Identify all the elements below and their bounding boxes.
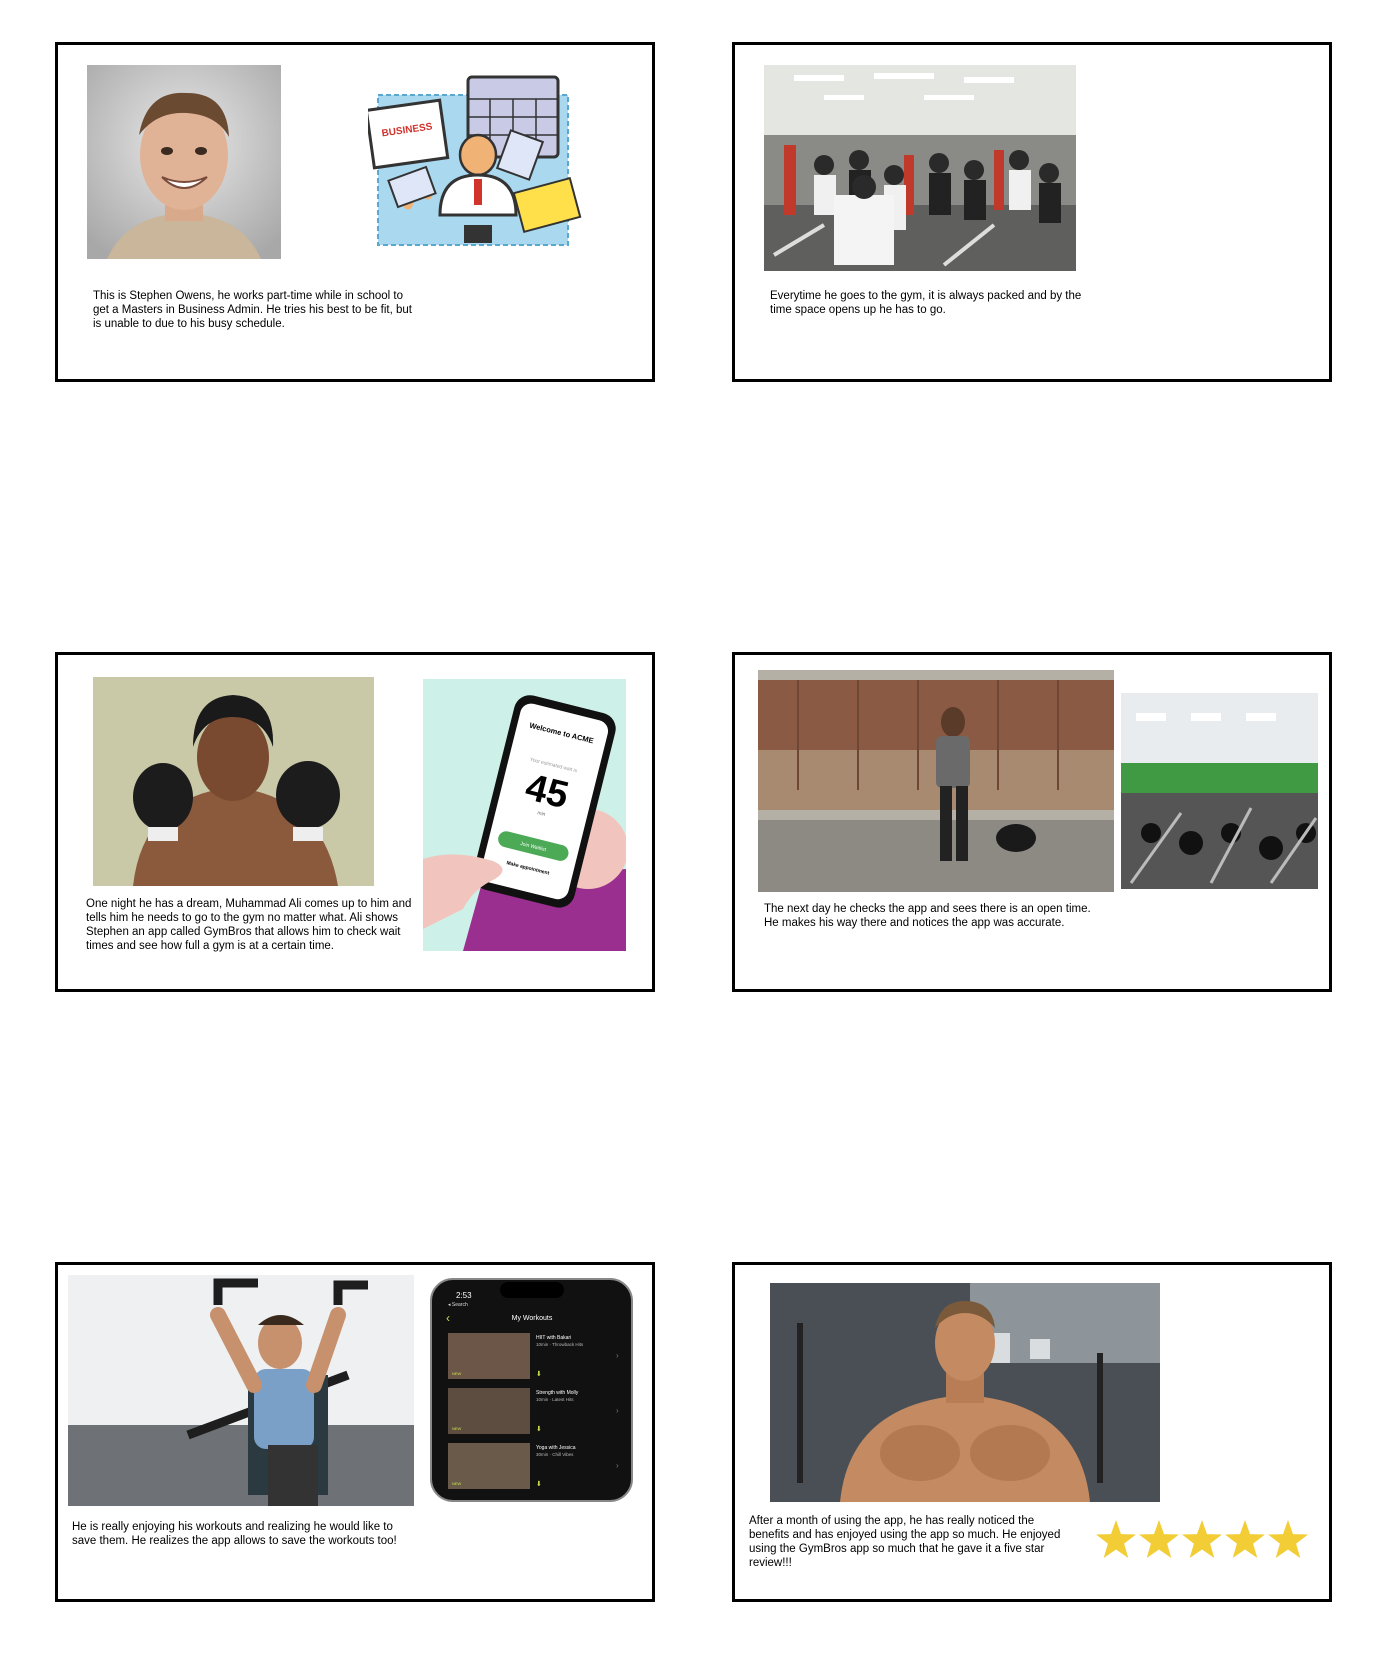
acme-wait-value: 45	[521, 766, 572, 817]
star-icon	[1096, 1520, 1136, 1558]
workout-item[interactable]: NEW Strength with Molly 10min · Latest H…	[448, 1388, 619, 1434]
workout-item-badge: NEW	[452, 1481, 462, 1486]
join-waitlist-button[interactable]	[496, 830, 570, 863]
workout-item[interactable]: NEW Yoga with Jessica 30min · Chill Vibe…	[448, 1443, 619, 1489]
chevron-right-icon: ›	[616, 1406, 619, 1415]
back-chevron-icon[interactable]: ‹	[446, 1311, 450, 1325]
star-rating-graphic	[1096, 1520, 1308, 1558]
panel-6-caption: After a month of using the app, he has r…	[749, 1515, 1061, 1569]
workout-item-subtitle: 30min · Chill Vibes	[536, 1452, 574, 1457]
acme-wait-unit: min	[537, 810, 546, 818]
download-icon[interactable]: ⬇	[536, 1425, 542, 1433]
busy-office-illustration: BUSINESS	[368, 75, 590, 251]
crowded-gym-photo	[764, 65, 1076, 271]
star-icon	[1182, 1520, 1222, 1558]
panel-2-caption: Everytime he goes to the gym, it is alwa…	[770, 290, 1082, 316]
workout-item-subtitle: 10min · Latest Hits	[536, 1397, 574, 1402]
download-icon[interactable]: ⬇	[536, 1370, 542, 1378]
chevron-right-icon: ›	[616, 1351, 619, 1360]
panel-1-caption: This is Stephen Owens, he works part-tim…	[93, 290, 412, 330]
acme-app-illustration: Welcome to ACME Your estimated wait is 4…	[423, 679, 626, 951]
story-panel-6: After a month of using the app, he has r…	[732, 1262, 1332, 1602]
workout-item-title: Yoga with Jessica	[536, 1445, 576, 1451]
muhammad-ali-photo	[93, 677, 374, 886]
story-panel-2: Everytime he goes to the gym, it is alwa…	[732, 42, 1332, 382]
back-to-search-link[interactable]: ◂ Search	[448, 1302, 468, 1308]
panel-3-caption: One night he has a dream, Muhammad Ali c…	[86, 898, 412, 952]
workout-item-title: HIIT with Bakari	[536, 1335, 571, 1341]
workouts-app-screenshot: 2:53 ◂ Search ‹ My Workouts NEW HIIT wit…	[430, 1278, 633, 1502]
download-icon[interactable]: ⬇	[536, 1480, 542, 1488]
empty-gym-photo	[1121, 693, 1318, 889]
star-icon	[1225, 1520, 1265, 1558]
story-panel-4: The next day he checks the app and sees …	[732, 652, 1332, 992]
story-panel-1: BUSINESS This is Stephen Owens, he works…	[55, 42, 655, 382]
five-star-rating	[1095, 1515, 1315, 1565]
muscular-man-photo	[770, 1283, 1160, 1502]
man-walking-photo	[758, 670, 1114, 892]
panel-5-caption: He is really enjoying his workouts and r…	[72, 1521, 397, 1547]
story-panel-5: 2:53 ◂ Search ‹ My Workouts NEW HIIT wit…	[55, 1262, 655, 1602]
story-panel-3: Welcome to ACME Your estimated wait is 4…	[55, 652, 655, 992]
my-workouts-title: My Workouts	[512, 1315, 553, 1322]
portrait-photo	[87, 65, 281, 259]
workout-item[interactable]: NEW HIIT with Bakari 10min · Throwback H…	[448, 1333, 619, 1379]
star-icon	[1268, 1520, 1308, 1558]
workout-item-subtitle: 10min · Throwback Hits	[536, 1342, 584, 1347]
star-icon	[1139, 1520, 1179, 1558]
workout-item-title: Strength with Molly	[536, 1390, 579, 1396]
status-time: 2:53	[456, 1291, 472, 1300]
man-workout-photo	[68, 1275, 414, 1506]
chevron-right-icon: ›	[616, 1461, 619, 1470]
panel-4-caption: The next day he checks the app and sees …	[764, 903, 1091, 929]
workout-item-badge: NEW	[452, 1426, 462, 1431]
workout-item-badge: NEW	[452, 1371, 462, 1376]
